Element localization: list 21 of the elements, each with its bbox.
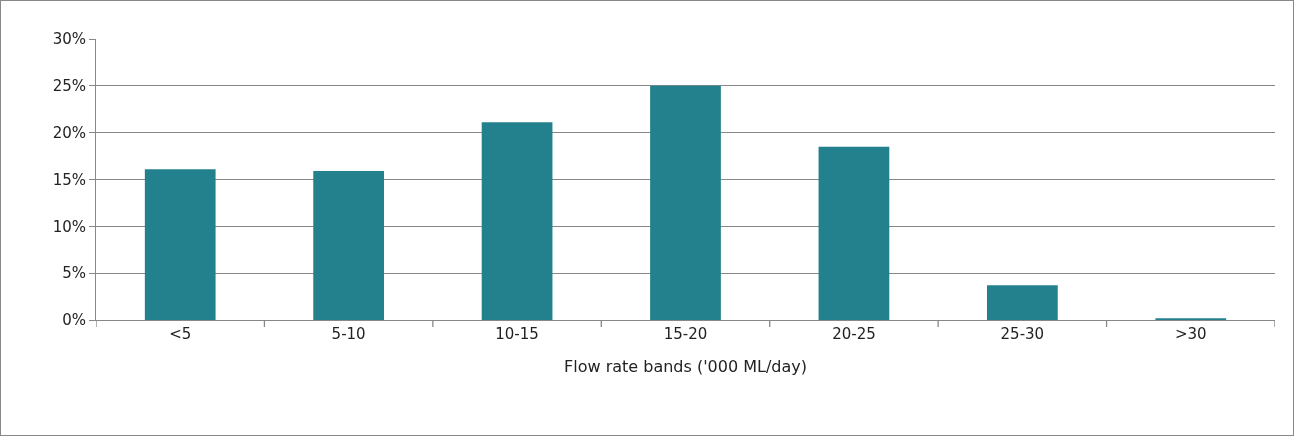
bar xyxy=(986,285,1058,320)
y-tick-label: 0% xyxy=(62,311,86,330)
y-tick-label: 25% xyxy=(52,77,86,96)
y-tick-label: 30% xyxy=(52,30,86,49)
x-tick-label: 25-30 xyxy=(1000,325,1045,343)
x-tick-label: 15-20 xyxy=(663,325,708,343)
x-tick-label: >30 xyxy=(1174,325,1207,343)
bar xyxy=(144,169,216,320)
bar xyxy=(818,146,890,320)
y-tick-label: 10% xyxy=(52,217,86,236)
x-tick-label: <5 xyxy=(169,325,192,343)
y-tick-label: 15% xyxy=(52,170,86,189)
bar xyxy=(313,171,385,320)
bar xyxy=(650,85,721,320)
y-tick-label: 5% xyxy=(62,264,86,283)
bar xyxy=(481,122,553,320)
x-tick-label: 5-10 xyxy=(331,325,366,343)
x-tick-label: 20-25 xyxy=(832,325,876,343)
x-tick-label: 10-15 xyxy=(495,325,539,343)
x-axis-title: Flow rate bands ('000 ML/day) xyxy=(564,356,807,376)
y-tick-label: 20% xyxy=(52,123,86,142)
